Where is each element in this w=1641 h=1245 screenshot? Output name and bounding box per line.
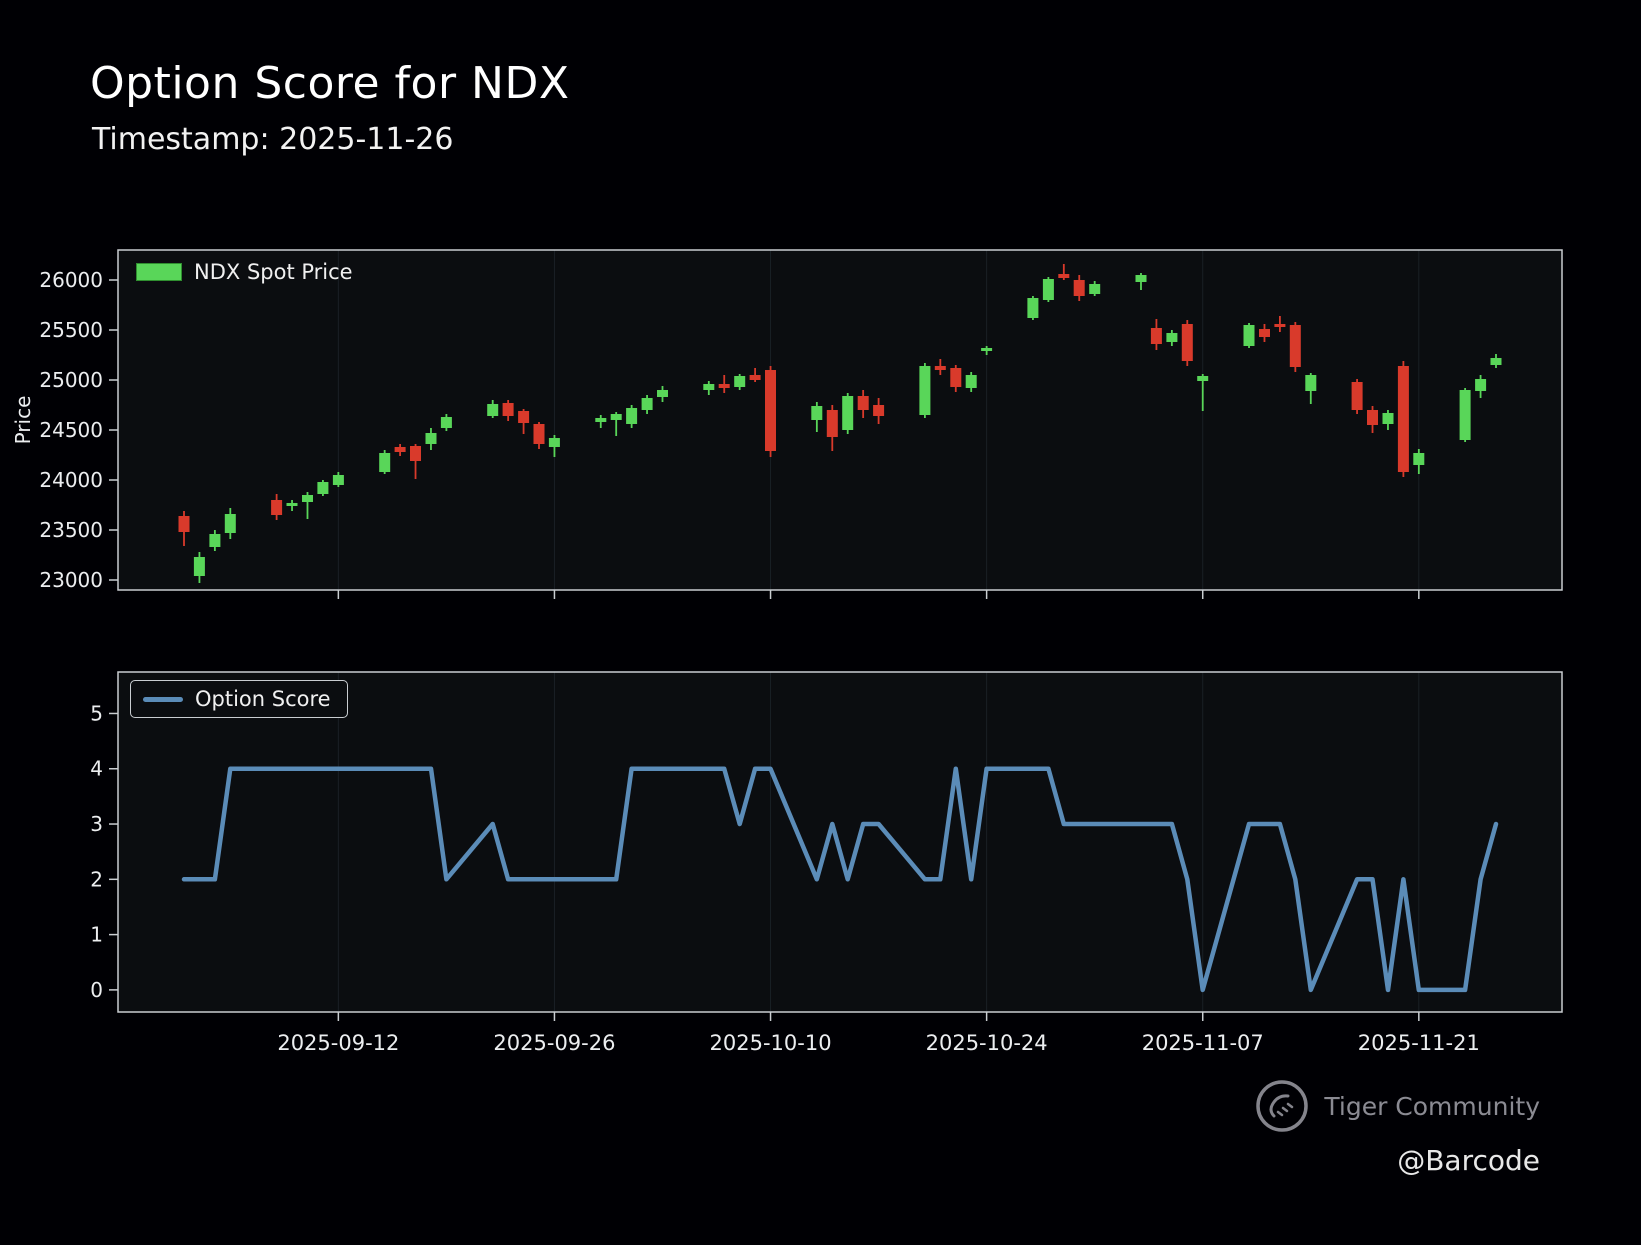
watermark-row: Tiger Community [1254,1078,1540,1134]
svg-text:24000: 24000 [39,468,103,492]
candle-swatch-icon [136,263,182,281]
legend-option-score-label: Option Score [195,687,331,711]
candles-group [178,264,1502,583]
legend-spot-price-label: NDX Spot Price [194,260,353,284]
svg-text:2025-11-07: 2025-11-07 [1142,1031,1264,1055]
svg-text:2025-09-26: 2025-09-26 [493,1031,615,1055]
svg-text:2025-10-10: 2025-10-10 [710,1031,832,1055]
svg-text:1: 1 [90,923,103,947]
community-label: Tiger Community [1324,1091,1540,1121]
svg-text:5: 5 [90,701,103,725]
page-title: Option Score for NDX [90,58,570,109]
timestamp-label: Timestamp: 2025-11-26 [92,122,454,157]
price-chart: 23000 23500 24000 24500 25000 25500 26000 Price [11,249,1563,599]
score-chart: 0 1 2 3 4 5 2025-09-12 2025-09-26 2025-10-10 2025… [90,671,1563,1055]
tiger-community-logo-icon [1256,1080,1309,1132]
svg-text:23500: 23500 [39,518,103,542]
svg-text:2: 2 [90,867,103,891]
svg-text:2025-11-21: 2025-11-21 [1358,1031,1480,1055]
legend-spot-price: NDX Spot Price [136,260,353,284]
line-swatch-icon [143,696,183,702]
svg-text:2025-10-24: 2025-10-24 [926,1031,1048,1055]
svg-text:23000: 23000 [39,568,103,592]
watermark-handle: @Barcode [1397,1144,1540,1177]
legend-option-score: Option Score [130,680,348,718]
svg-text:26000: 26000 [39,268,103,292]
svg-text:Price: Price [11,396,35,445]
svg-text:2025-09-12: 2025-09-12 [277,1031,399,1055]
svg-text:0: 0 [90,978,103,1002]
svg-text:4: 4 [90,757,103,781]
svg-text:24500: 24500 [39,418,103,442]
svg-text:25000: 25000 [39,368,103,392]
svg-text:25500: 25500 [39,318,103,342]
option-score-line [181,766,1499,993]
watermark: Tiger Community @Barcode [1254,1078,1540,1177]
svg-text:3: 3 [90,812,103,836]
